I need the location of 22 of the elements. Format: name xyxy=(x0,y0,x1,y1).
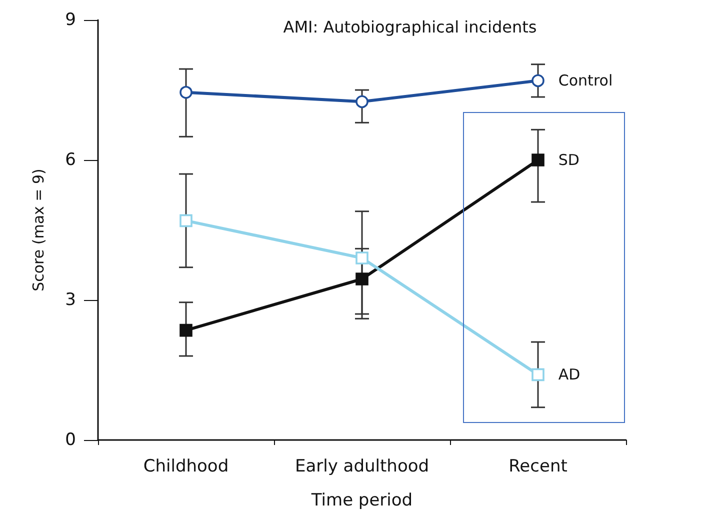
y-tick-label: 0 xyxy=(65,430,76,450)
y-tick-label: 6 xyxy=(65,150,76,170)
point xyxy=(356,95,368,108)
point xyxy=(532,74,544,88)
series-label: SD xyxy=(558,151,580,169)
x-tick-label: Early adulthood xyxy=(294,456,430,476)
x-axis-title: Time period xyxy=(310,490,413,510)
y-tick-label: 9 xyxy=(65,10,76,30)
point xyxy=(532,154,544,166)
point xyxy=(532,368,544,382)
point xyxy=(356,252,368,264)
x-tick-label: Childhood xyxy=(143,456,229,476)
point xyxy=(180,86,192,99)
x-tick-label: Recent xyxy=(508,456,568,476)
y-tick-label: 3 xyxy=(65,290,76,310)
series-label: AD xyxy=(558,366,580,384)
point xyxy=(180,324,192,337)
point xyxy=(180,214,192,228)
point xyxy=(356,272,368,286)
series-label: Control xyxy=(558,72,613,90)
chart-title: AMI: Autobiographical incidents xyxy=(283,18,537,36)
y-axis-title: Score (max = 9) xyxy=(30,168,48,292)
